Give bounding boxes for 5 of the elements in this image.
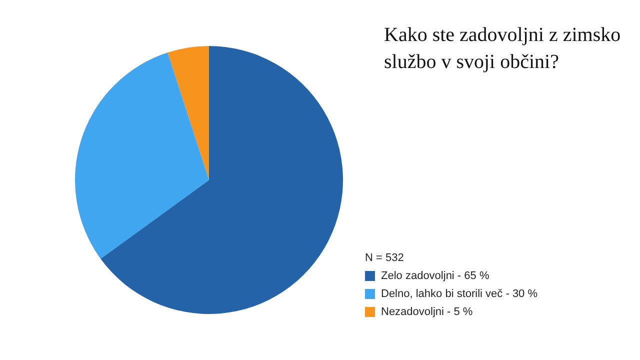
legend-label: Zelo zadovoljni - 65 % (381, 270, 490, 282)
legend-label: Nezadovoljni - 5 % (381, 306, 473, 318)
legend-title: N = 532 (365, 252, 405, 264)
legend-label: Delno, lahko bi storili več - 30 % (381, 288, 538, 300)
chart-title: Kako ste zadovoljni z zimsko službo v svoji občini? (384, 23, 622, 75)
